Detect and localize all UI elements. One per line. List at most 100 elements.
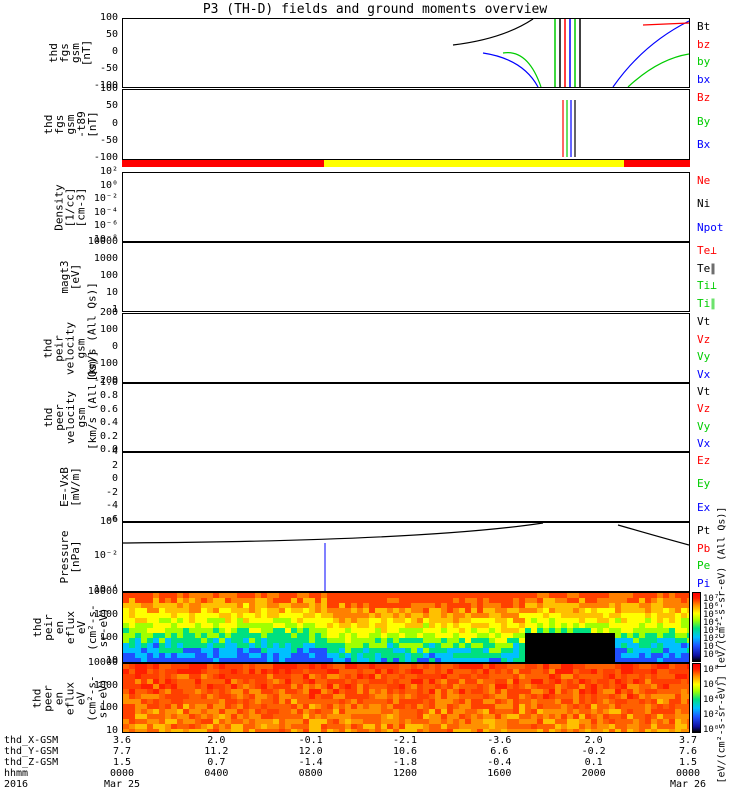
spectrogram-cell xyxy=(423,633,429,638)
spectrogram-cell xyxy=(189,719,195,724)
spectrogram-cell xyxy=(579,689,585,694)
spectrogram-cell xyxy=(483,633,489,638)
spectrogram-cell xyxy=(189,603,195,608)
spectrogram-cell xyxy=(153,719,159,724)
spectrogram-cell xyxy=(627,709,633,714)
ephemeris-cell: 11.2 xyxy=(204,746,229,757)
spectrogram-cell xyxy=(183,603,189,608)
spectrogram-cell xyxy=(345,719,351,724)
spectrogram-cell xyxy=(153,608,159,613)
spectrogram-cell xyxy=(633,729,639,732)
spectrogram-cell xyxy=(231,618,237,623)
spectrogram-cell xyxy=(639,664,645,669)
spectrogram-cell xyxy=(465,653,471,658)
spectrogram-cell xyxy=(501,658,507,662)
spectrogram-cell xyxy=(195,653,201,658)
spectrogram-cell xyxy=(591,598,597,603)
spectrogram-cell xyxy=(525,664,531,669)
spectrogram-cell xyxy=(387,694,393,699)
spectrogram-cell xyxy=(441,623,447,628)
spectrogram-cell xyxy=(549,598,555,603)
spectrogram-cell xyxy=(333,643,339,648)
spectrogram-cell xyxy=(237,618,243,623)
spectrogram-cell xyxy=(621,714,627,719)
spectrogram-cell xyxy=(663,719,669,724)
spectrogram-cell xyxy=(609,679,615,684)
spectrogram-cell xyxy=(147,684,153,689)
spectrogram-cell xyxy=(519,628,525,633)
panel-fgs_sm-tick: 0 xyxy=(111,117,118,129)
spectrogram-cell xyxy=(153,643,159,648)
spectrogram-cell xyxy=(339,729,345,732)
spectrogram-cell xyxy=(495,618,501,623)
spectrogram-cell xyxy=(375,603,381,608)
spectrogram-cell xyxy=(537,653,543,658)
spectrogram-cell xyxy=(273,608,279,613)
spectrogram-cell xyxy=(675,633,681,638)
spectrogram-cell xyxy=(585,684,591,689)
legend-fgs_sm-By: By xyxy=(697,114,711,128)
spectrogram-cell xyxy=(261,664,267,669)
spectrogram-cell xyxy=(513,699,519,704)
spectrogram-cell xyxy=(657,653,663,658)
spectrogram-cell xyxy=(657,689,663,694)
spectrogram-cell xyxy=(627,643,633,648)
spectrogram-cell xyxy=(189,699,195,704)
spectrogram-cell xyxy=(129,628,135,633)
spectrogram-cell xyxy=(357,699,363,704)
spectrogram-cell xyxy=(441,618,447,623)
spectrogram-cell xyxy=(345,684,351,689)
spectrogram-cell xyxy=(687,593,689,598)
spectrogram-cell xyxy=(327,603,333,608)
spectrogram-cell xyxy=(183,648,189,653)
spectrogram-cell xyxy=(609,658,615,662)
spectrogram-cell xyxy=(543,689,549,694)
spectrogram-cell xyxy=(195,633,201,638)
spectrogram-cell xyxy=(459,628,465,633)
spectrogram-cell xyxy=(129,729,135,732)
spectrogram-cell xyxy=(645,608,651,613)
spectrogram-cell xyxy=(333,638,339,643)
spectrogram-cell xyxy=(255,724,261,729)
spectrogram-cell xyxy=(141,613,147,618)
spectrogram-cell xyxy=(141,719,147,724)
spectrogram-cell xyxy=(663,714,669,719)
spectrogram-cell xyxy=(501,618,507,623)
spectrogram-cell xyxy=(315,684,321,689)
spectrogram-cell xyxy=(333,714,339,719)
spectrogram-cell xyxy=(555,633,561,638)
spectrogram-cell xyxy=(315,628,321,633)
spectrogram-cell xyxy=(171,638,177,643)
spectrogram-cell xyxy=(351,593,357,598)
spectrogram-cell xyxy=(279,689,285,694)
spectrogram-cell xyxy=(423,593,429,598)
panel-temp-tick: 1000 xyxy=(93,253,118,264)
spectrogram-cell xyxy=(207,669,213,674)
spectrogram-cell xyxy=(513,638,519,643)
spectrogram-cell xyxy=(657,618,663,623)
spectrogram-cell xyxy=(273,658,279,662)
spectrogram-cell xyxy=(345,658,351,662)
spectrogram-cell xyxy=(495,709,501,714)
spectrogram-cell xyxy=(303,714,309,719)
spectrogram-cell xyxy=(519,669,525,674)
spectrogram-cell xyxy=(513,729,519,732)
spectrogram-cell xyxy=(297,709,303,714)
spectrogram-cell xyxy=(177,709,183,714)
spectrogram-cell xyxy=(627,598,633,603)
spectrogram-cell xyxy=(531,714,537,719)
spectrogram-cell xyxy=(147,638,153,643)
spectrogram-cell xyxy=(387,689,393,694)
spectrogram-cell xyxy=(321,664,327,669)
spectrogram-cell xyxy=(501,613,507,618)
spectrogram-cell xyxy=(375,664,381,669)
spectrogram-cell xyxy=(171,684,177,689)
panel-ion_spec-tick: 1000 xyxy=(93,609,118,620)
spectrogram-cell xyxy=(255,598,261,603)
spectrogram-cell xyxy=(363,603,369,608)
spectrogram-cell xyxy=(147,603,153,608)
spectrogram-cell xyxy=(687,674,689,679)
spectrogram-cell xyxy=(213,638,219,643)
spectrogram-cell xyxy=(381,598,387,603)
spectrogram-cell xyxy=(381,593,387,598)
